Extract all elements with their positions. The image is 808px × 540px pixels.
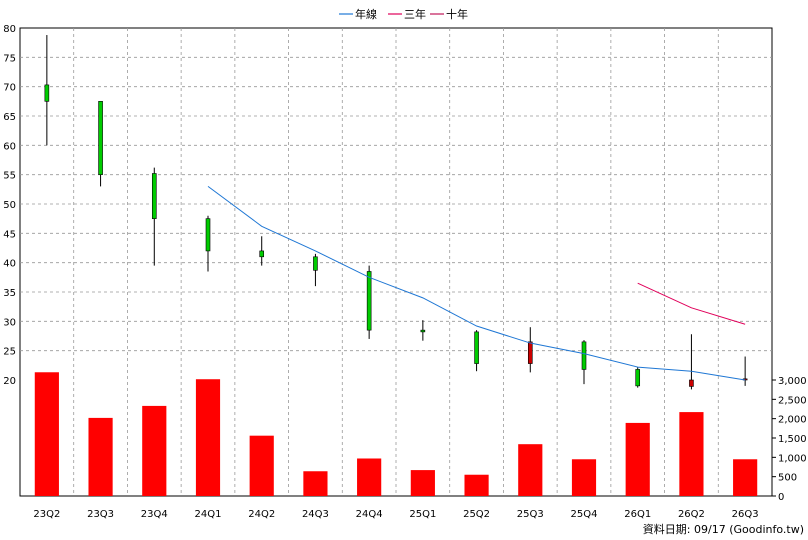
price-axis: 20 25 30 35 40 45 50 55 60 65 70 75 80: [3, 24, 16, 387]
volume-bar-4: [249, 435, 274, 496]
x-tick-label-5: 24Q3: [302, 509, 329, 520]
candle-body-12: [689, 379, 694, 387]
x-tick-label-8: 25Q2: [463, 509, 490, 520]
volume-bars: [34, 372, 758, 496]
price-tick-label-10: 70: [3, 83, 16, 94]
volume-tick-label-1: 500: [778, 473, 797, 484]
price-tick-label-4: 40: [3, 259, 16, 270]
candle-body-11: [635, 369, 641, 387]
source-label: 資料日期: 09/17 (Goodinfo.tw): [643, 522, 804, 536]
volume-bar-8: [464, 474, 489, 496]
volume-bar-3: [195, 379, 221, 496]
price-tick-label-8: 60: [3, 141, 16, 152]
volume-bar-10: [571, 459, 597, 496]
x-tick-label-7: 25Q1: [409, 509, 436, 520]
grid: [20, 28, 772, 496]
legend: 年線 三年 十年: [339, 7, 468, 21]
x-tick-label-10: 25Q4: [571, 509, 598, 520]
legend-label-2: 十年: [446, 7, 468, 21]
price-tick-label-1: 25: [3, 347, 16, 358]
volume-tick-label-5: 2,500: [778, 395, 807, 406]
x-tick-label-4: 24Q2: [248, 509, 275, 520]
price-tick-label-7: 55: [3, 171, 16, 182]
price-tick-label-2: 30: [3, 317, 16, 328]
volume-bar-9: [518, 444, 543, 496]
x-tick-label-2: 23Q4: [141, 509, 168, 520]
x-tick-label-11: 26Q1: [624, 509, 651, 520]
volume-bar-0: [34, 372, 59, 496]
candle-body-4: [259, 250, 265, 258]
volume-bar-6: [357, 458, 382, 496]
price-tick-label-0: 20: [3, 376, 16, 387]
candle-body-9: [527, 341, 533, 364]
x-tick-label-1: 23Q3: [87, 509, 114, 520]
volume-bar-7: [410, 470, 435, 496]
price-tick-label-11: 75: [3, 53, 16, 64]
volume-tick-label-3: 1,500: [778, 434, 807, 445]
candle-body-3: [205, 218, 211, 252]
candle-body-2: [151, 173, 157, 219]
candles: [44, 35, 748, 390]
x-axis: 23Q2 23Q3 23Q4 24Q1 24Q2 24Q3 24Q4 25Q1 25Q2 25Q3…: [33, 509, 758, 520]
volume-tick-label-0: 0: [778, 492, 784, 503]
volume-bar-12: [679, 412, 704, 496]
price-tick-label-12: 80: [3, 24, 16, 35]
volume-tick-label-6: 3,000: [778, 376, 807, 387]
volume-tick-label-4: 2,000: [778, 415, 807, 426]
candle-body-10: [581, 341, 587, 370]
volume-bar-11: [625, 422, 650, 496]
candle-body-6: [366, 271, 372, 331]
candle-body-1: [98, 101, 103, 175]
volume-bar-1: [88, 417, 113, 496]
candle-body-7: [420, 329, 426, 333]
price-tick-label-3: 35: [3, 288, 16, 299]
price-tick-label-6: 50: [3, 200, 16, 211]
x-tick-label-9: 25Q3: [517, 509, 544, 520]
x-tick-label-3: 24Q1: [195, 509, 222, 520]
candle-body-5: [313, 256, 318, 271]
volume-bar-2: [142, 405, 167, 496]
volume-tick-label-2: 1,000: [778, 453, 807, 464]
legend-label-1: 三年: [404, 7, 426, 21]
series-line-1: [637, 282, 746, 325]
volume-axis: 0 500 1,000 1,500 2,000 2,500 3,000: [772, 376, 807, 503]
volume-bar-5: [303, 471, 328, 496]
candle-body-8: [474, 331, 479, 364]
moving-average-lines: [207, 185, 746, 381]
x-tick-label-13: 26Q3: [732, 509, 759, 520]
candle-body-0: [44, 84, 50, 102]
series-line-0: [207, 185, 746, 381]
legend-label-0: 年線: [355, 7, 377, 21]
x-tick-label-6: 24Q4: [356, 509, 383, 520]
x-tick-label-12: 26Q2: [678, 509, 705, 520]
price-tick-label-9: 65: [3, 112, 16, 123]
price-tick-label-5: 45: [3, 229, 16, 240]
volume-bar-13: [733, 459, 758, 496]
x-tick-label-0: 23Q2: [33, 509, 60, 520]
